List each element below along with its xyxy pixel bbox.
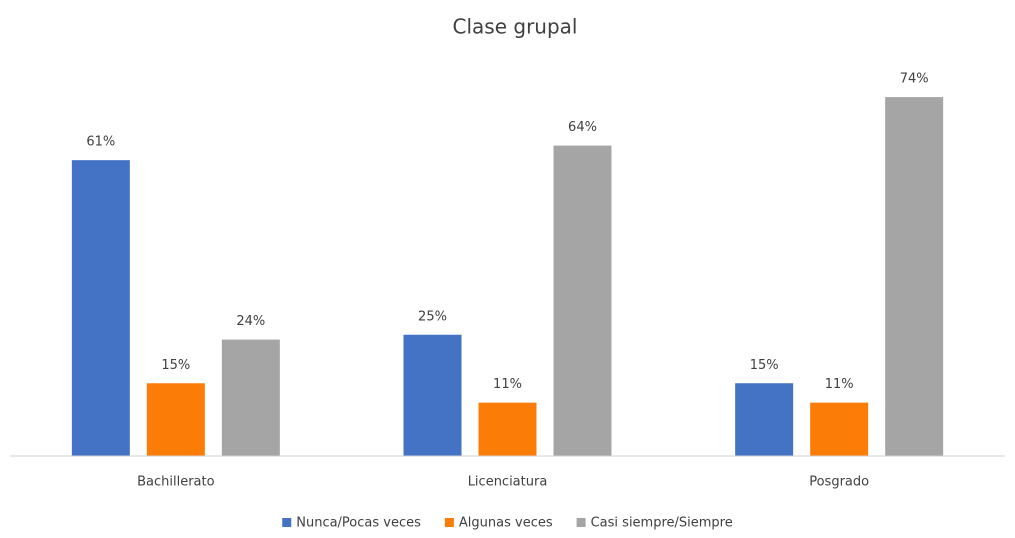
- bar: [403, 334, 462, 456]
- bar: [553, 145, 612, 456]
- bar: [810, 402, 869, 456]
- bar: [885, 97, 944, 456]
- legend-swatch: [282, 518, 292, 527]
- data-label: 15%: [750, 358, 779, 373]
- legend-label: Algunas veces: [459, 516, 553, 531]
- x-tick-label: Posgrado: [809, 475, 869, 490]
- bar: [146, 383, 205, 456]
- data-label: 11%: [825, 377, 854, 392]
- data-label: 61%: [86, 135, 115, 150]
- bar: [478, 402, 537, 456]
- legend-swatch: [444, 518, 454, 527]
- data-label: 74%: [900, 72, 929, 87]
- data-label: 64%: [568, 120, 597, 135]
- x-tick-label: Licenciatura: [468, 475, 548, 490]
- legend-label: Casi siempre/Siempre: [591, 516, 733, 531]
- bar: [71, 160, 130, 456]
- legend-label: Nunca/Pocas veces: [296, 516, 421, 531]
- x-tick-label: Bachillerato: [137, 475, 215, 490]
- data-label: 11%: [493, 377, 522, 392]
- legend-swatch: [576, 518, 586, 527]
- data-label: 15%: [161, 358, 190, 373]
- bar: [735, 383, 794, 456]
- data-label: 25%: [418, 309, 447, 324]
- chart-title: Clase grupal: [453, 15, 578, 39]
- data-label: 24%: [236, 314, 265, 329]
- bar: [221, 339, 280, 456]
